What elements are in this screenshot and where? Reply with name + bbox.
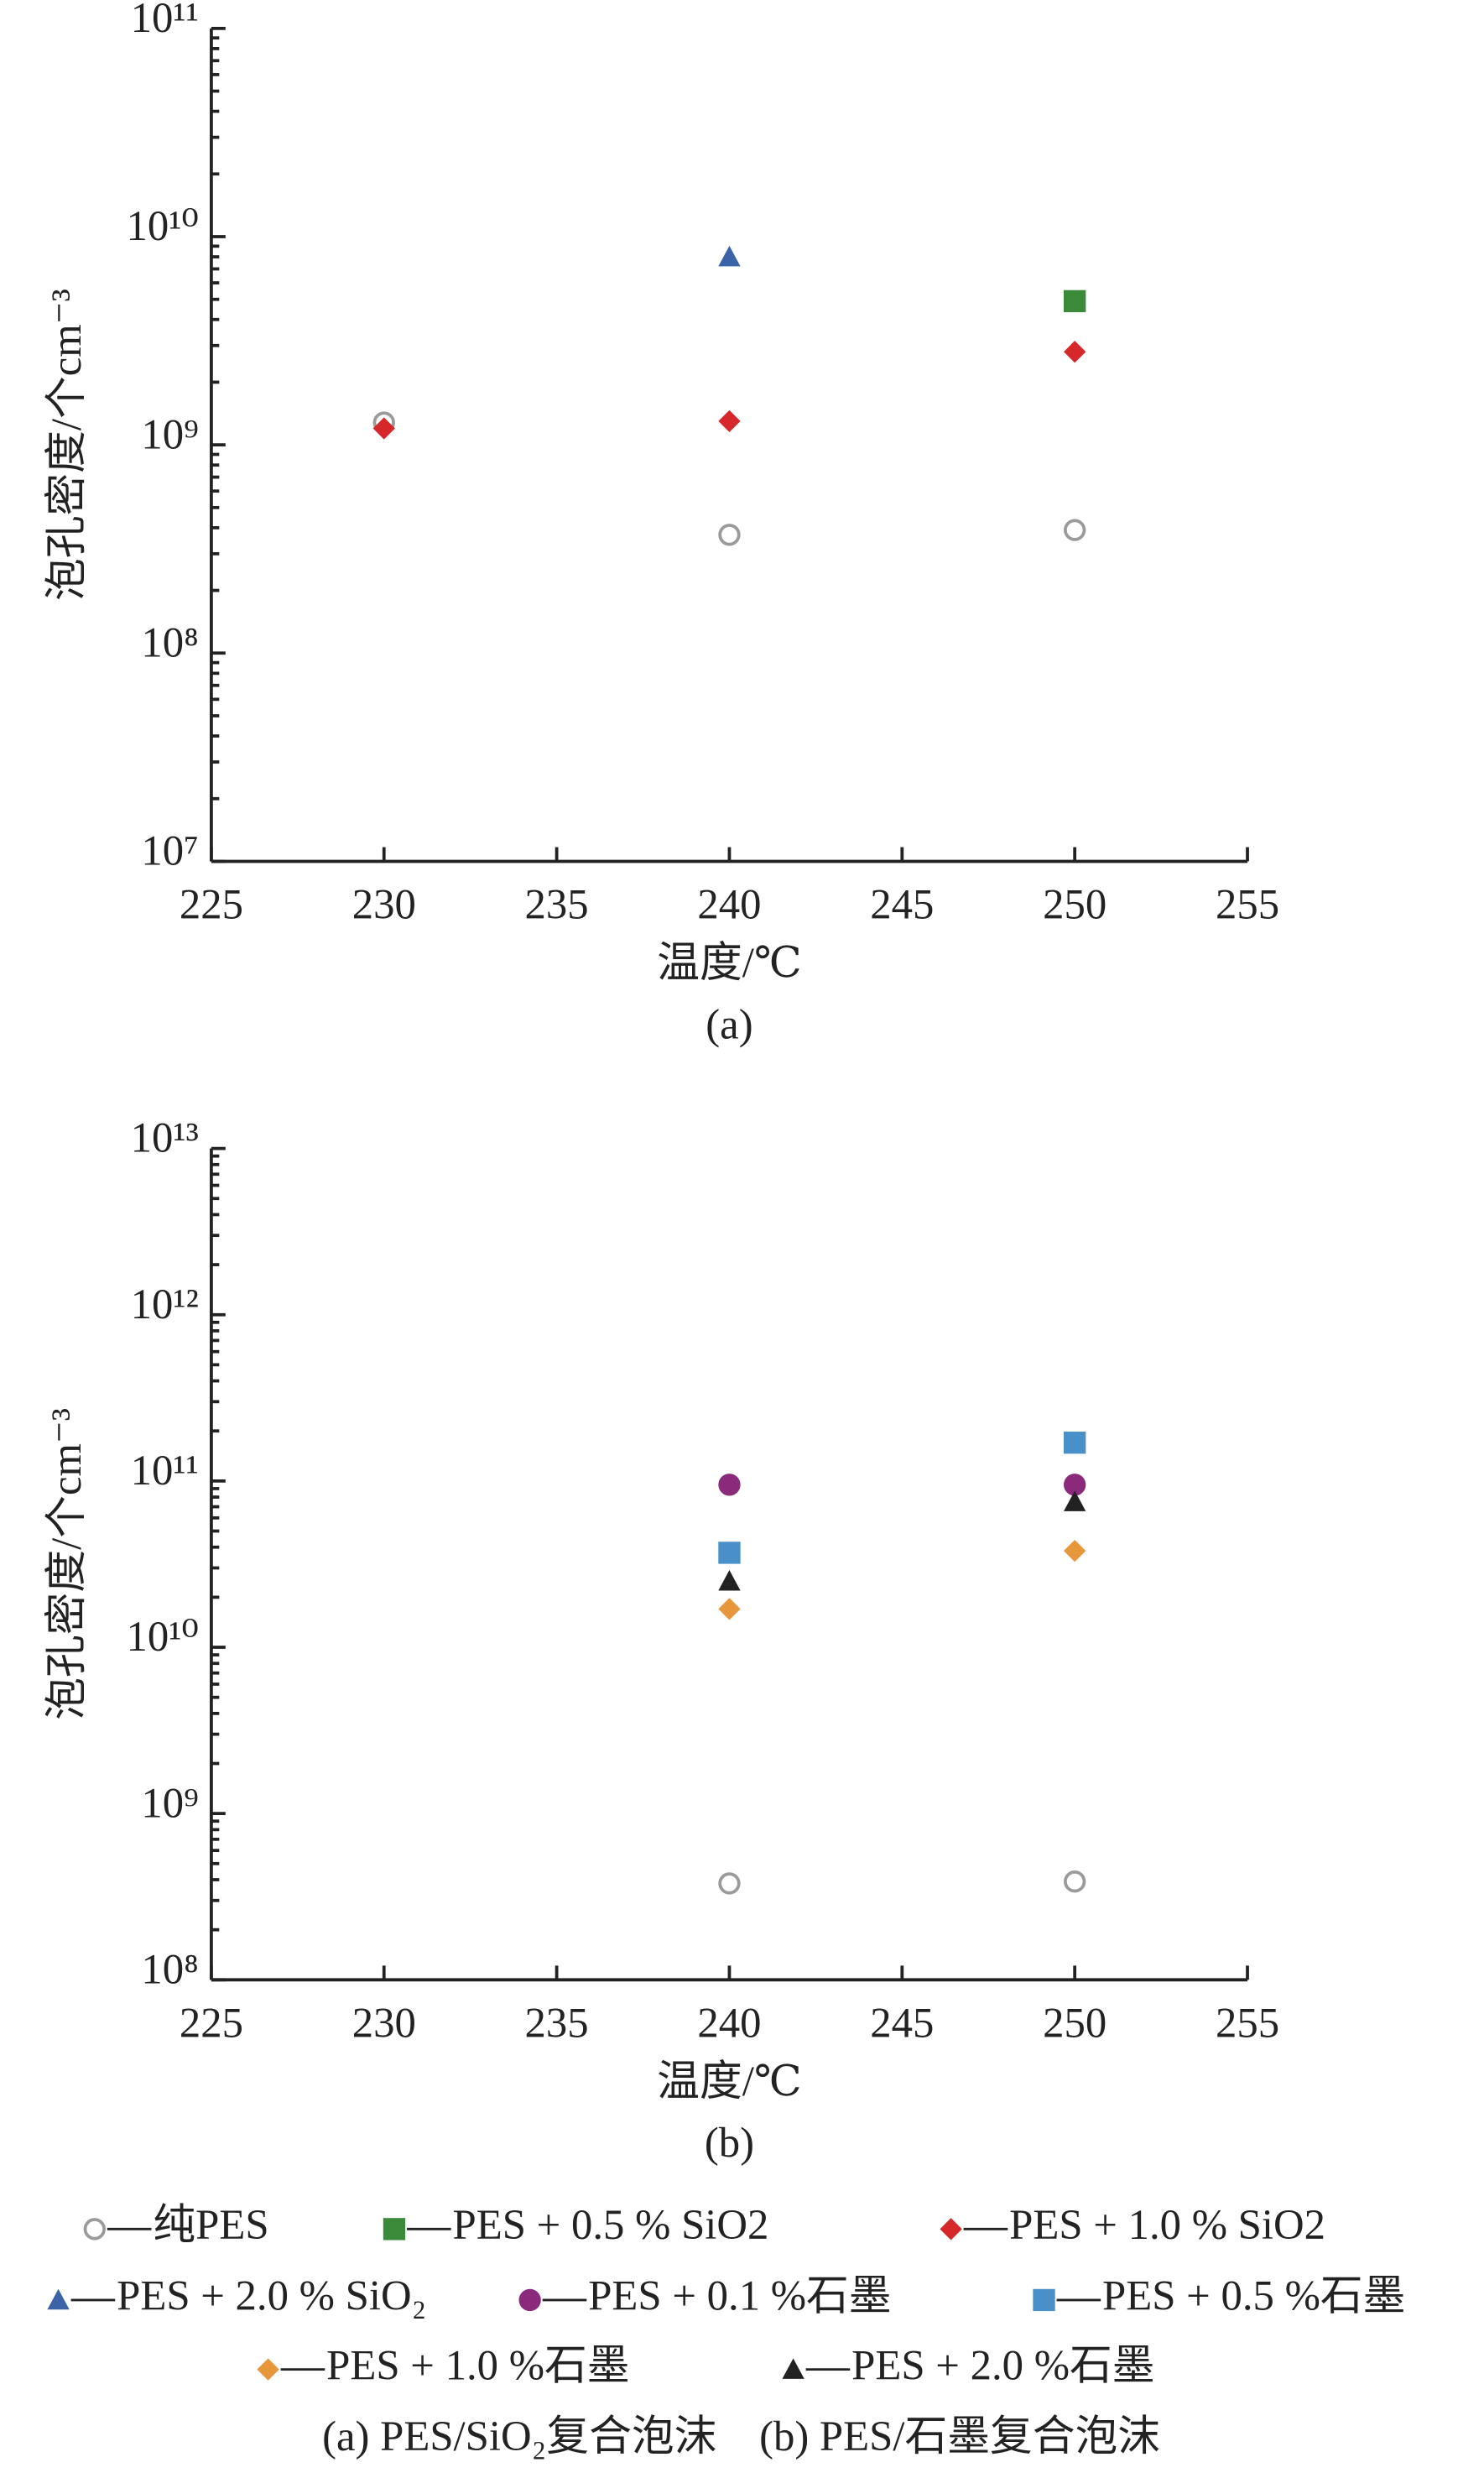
y-tick-label: 10⁷	[141, 827, 198, 874]
legend-label: 纯PES	[153, 2201, 268, 2248]
x-tick-label: 230	[352, 880, 416, 927]
panel-label: (b)	[705, 2119, 754, 2166]
marker	[1064, 519, 1086, 541]
y-tick-label: 10⁸	[141, 618, 198, 665]
y-tick-label: 10¹⁰	[127, 1613, 199, 1660]
legend-marker	[1033, 2288, 1055, 2312]
x-tick-label: 250	[1043, 1999, 1106, 2046]
legend-marker	[782, 2358, 804, 2379]
legend-label: PES + 0.5 %石墨	[1102, 2272, 1405, 2319]
marker	[1064, 1870, 1086, 1893]
legend-label: PES + 1.0 %石墨	[326, 2341, 629, 2388]
x-tick-label: 245	[870, 1999, 934, 2046]
marker	[1064, 290, 1086, 313]
y-axis-title: 泡孔密度/个cm⁻³	[43, 289, 90, 601]
y-tick-label: 10¹⁰	[127, 202, 199, 249]
y-axis-title: 泡孔密度/个cm⁻³	[43, 1408, 90, 1720]
marker	[372, 417, 395, 440]
x-tick-label: 245	[870, 880, 934, 927]
y-tick-label: 10¹¹	[131, 1447, 199, 1494]
x-axis-title: 温度/℃	[657, 2058, 801, 2105]
legend-label: PES + 1.0 % SiO2	[1009, 2201, 1325, 2248]
marker	[718, 1542, 741, 1564]
x-tick-label: 240	[697, 880, 761, 927]
marker	[1064, 1490, 1086, 1511]
marker	[1064, 1432, 1086, 1454]
marker	[1064, 341, 1086, 363]
y-tick-label: 10¹¹	[131, 0, 199, 41]
x-tick-label: 255	[1216, 1999, 1279, 2046]
legend-marker	[383, 2218, 406, 2241]
legend-marker	[257, 2358, 279, 2381]
marker	[718, 1570, 741, 1591]
panel-label: (a)	[706, 1000, 752, 1047]
marker	[718, 1872, 741, 1895]
marker	[1064, 1474, 1086, 1496]
legend-marker	[47, 2288, 70, 2310]
legend-marker	[518, 2288, 541, 2312]
marker	[718, 245, 741, 267]
x-tick-label: 230	[352, 1999, 416, 2046]
x-tick-label: 235	[525, 880, 589, 927]
y-tick-label: 10⁸	[141, 1945, 198, 1992]
caption: (a) PES/SiO₂复合泡沫 (b) PES/石墨复合泡沫	[322, 2413, 1160, 2460]
x-axis-title: 温度/℃	[657, 939, 801, 986]
marker	[718, 410, 741, 433]
y-tick-label: 10⁹	[141, 410, 198, 457]
x-tick-label: 255	[1216, 880, 1279, 927]
legend-label: PES + 2.0 % SiO₂	[117, 2272, 426, 2319]
x-tick-label: 225	[180, 880, 243, 927]
marker	[718, 1598, 741, 1620]
y-tick-label: 10¹³	[131, 1114, 199, 1161]
y-tick-label: 10⁹	[141, 1779, 198, 1826]
legend-label: PES + 0.1 %石墨	[588, 2272, 891, 2319]
legend-label: PES + 2.0 %石墨	[851, 2341, 1154, 2388]
marker	[718, 524, 741, 546]
legend-label: PES + 0.5 % SiO2	[453, 2201, 769, 2248]
marker	[718, 1474, 741, 1496]
x-tick-label: 225	[180, 1999, 243, 2046]
x-tick-label: 250	[1043, 880, 1106, 927]
x-tick-label: 235	[525, 1999, 589, 2046]
x-tick-label: 240	[697, 1999, 761, 2046]
legend-marker	[940, 2218, 962, 2241]
legend-marker	[83, 2218, 106, 2241]
y-tick-label: 10¹²	[131, 1281, 199, 1328]
marker	[1064, 1539, 1086, 1562]
